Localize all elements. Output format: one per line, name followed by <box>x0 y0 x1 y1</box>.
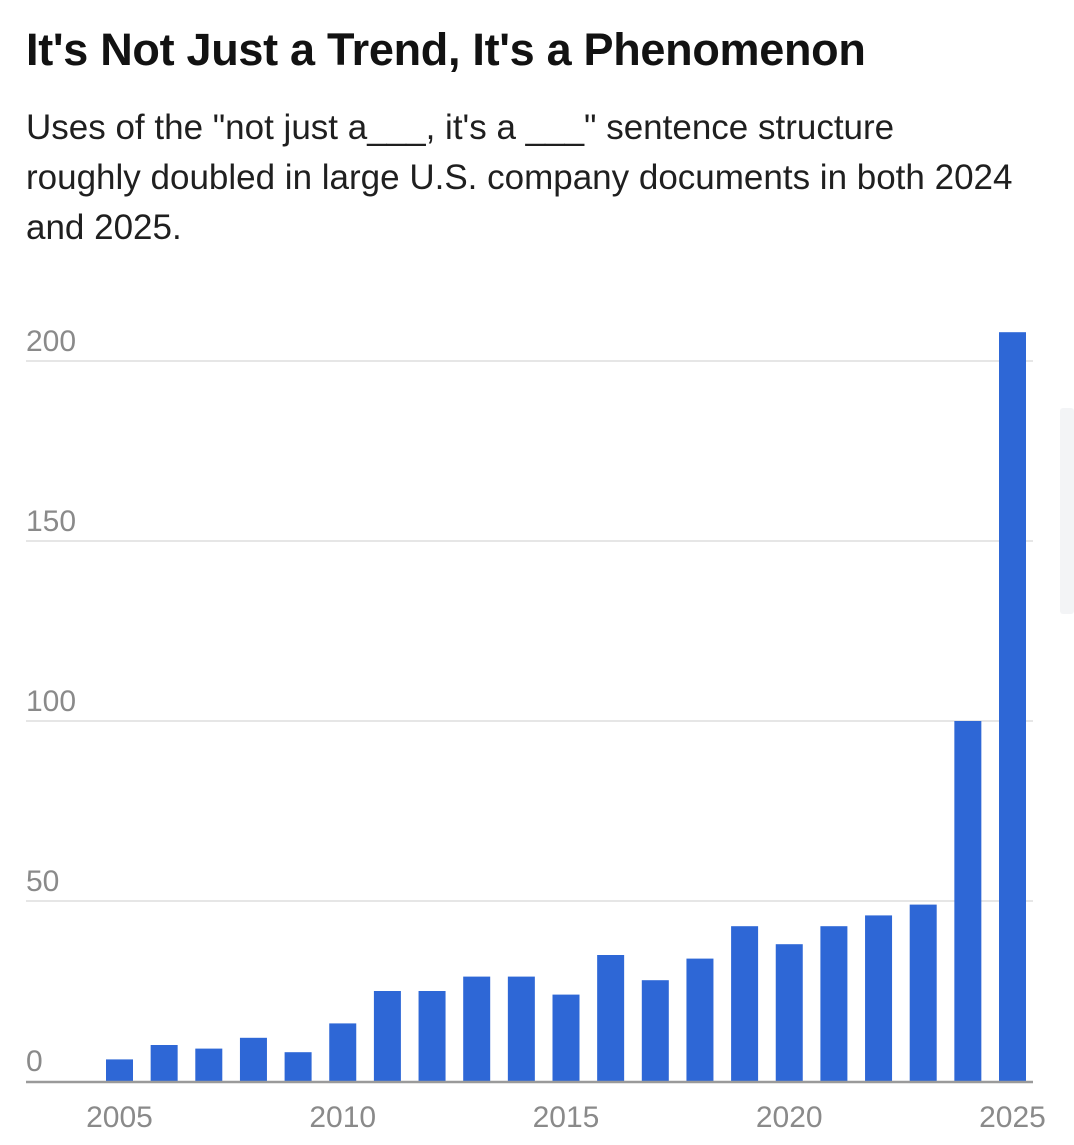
bar-2024 <box>954 721 982 1081</box>
bar-2025 <box>999 332 1026 1081</box>
chart-subtitle: Uses of the "not just a___, it's a ___" … <box>26 108 1013 247</box>
y-tick-label-150: 150 <box>26 505 76 538</box>
bar-2014 <box>507 976 535 1081</box>
bar-2008 <box>239 1037 267 1081</box>
bar-2010 <box>329 1023 357 1081</box>
chart-title: It's Not Just a Trend, It's a Phenomenon <box>26 24 866 75</box>
y-axis-tick-labels: 0 50 100 150 200 <box>26 325 76 1078</box>
y-tick-label-50: 50 <box>26 865 59 898</box>
bar-2020 <box>775 944 803 1081</box>
bar-2011 <box>373 991 401 1081</box>
bar-2006 <box>150 1045 178 1081</box>
scrollbar-track[interactable] <box>1060 408 1074 614</box>
bar-2005 <box>106 1059 133 1081</box>
x-tick-label-2015: 2015 <box>533 1101 600 1134</box>
bar-2015 <box>552 994 580 1081</box>
bar-2019 <box>731 926 759 1081</box>
gridlines <box>26 360 1033 902</box>
bar-2012 <box>418 991 446 1081</box>
x-tick-label-2010: 2010 <box>309 1101 376 1134</box>
bar-2018 <box>686 958 714 1081</box>
bar-2013 <box>463 976 491 1081</box>
bar-2007 <box>195 1048 223 1081</box>
bar-2023 <box>909 904 937 1081</box>
bar-2016 <box>597 955 625 1081</box>
y-tick-label-200: 200 <box>26 325 76 358</box>
bar-2017 <box>641 980 669 1081</box>
x-axis-tick-labels: 2005 2010 2015 2020 2025 <box>86 1101 1046 1134</box>
bar-2009 <box>284 1052 312 1081</box>
bar-2022 <box>865 915 893 1081</box>
y-tick-label-0: 0 <box>26 1045 43 1078</box>
x-tick-label-2025: 2025 <box>979 1101 1046 1134</box>
y-tick-label-100: 100 <box>26 685 76 718</box>
bars <box>106 332 1026 1081</box>
bar-2021 <box>820 926 848 1081</box>
x-tick-label-2005: 2005 <box>86 1101 153 1134</box>
x-tick-label-2020: 2020 <box>756 1101 823 1134</box>
